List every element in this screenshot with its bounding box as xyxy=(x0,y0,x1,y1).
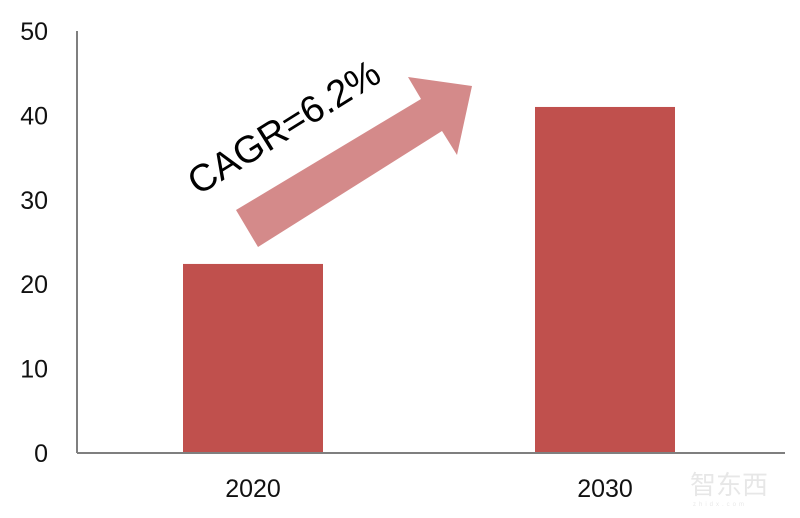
x-tick-label: 2020 xyxy=(225,475,281,503)
watermark-subtext: zhidx.com xyxy=(693,502,747,508)
y-tick-label: 30 xyxy=(20,187,48,215)
y-tick-label: 40 xyxy=(20,102,48,130)
growth-arrow xyxy=(236,77,472,247)
watermark-logo: 智东西 zhidx.com xyxy=(690,470,768,508)
watermark-text: 智东西 xyxy=(690,470,768,500)
y-tick-label: 0 xyxy=(34,440,48,468)
bar-2020 xyxy=(183,263,323,453)
y-tick-label: 10 xyxy=(20,356,48,384)
x-tick-label: 2030 xyxy=(577,475,633,503)
y-tick-label: 50 xyxy=(20,18,48,46)
y-tick-label: 20 xyxy=(20,271,48,299)
bar-2030 xyxy=(535,106,675,454)
